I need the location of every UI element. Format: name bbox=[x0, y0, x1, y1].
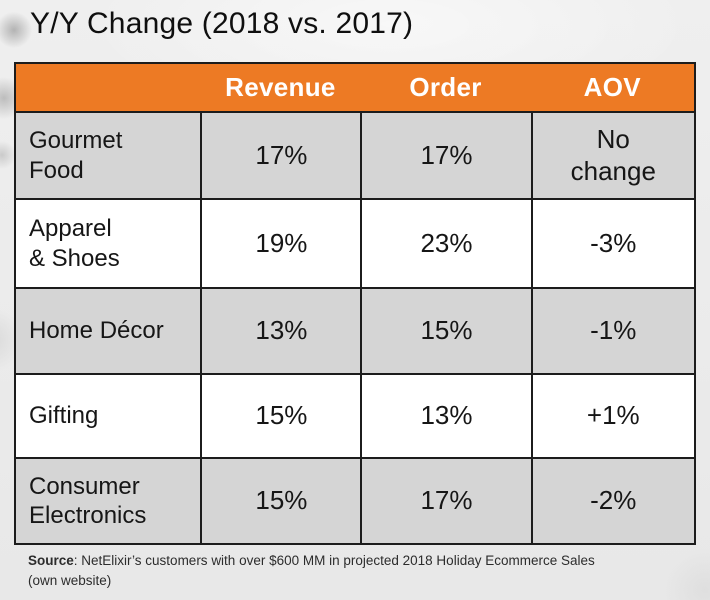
header-cell-order: Order bbox=[409, 72, 482, 102]
row-label: Consumer Electronics bbox=[29, 472, 147, 529]
row-label: Gifting bbox=[29, 402, 99, 430]
table-row-gifting: Gifting 15% 13% +1% bbox=[16, 375, 694, 459]
order-value: 15% bbox=[360, 289, 530, 373]
order-value: 17% bbox=[360, 113, 530, 198]
row-label: Gourmet Food bbox=[29, 127, 123, 184]
row-label: Home Décor bbox=[29, 317, 164, 345]
header-cell-aov: AOV bbox=[583, 72, 641, 102]
aov-value: +1% bbox=[530, 375, 694, 457]
aov-value: -3% bbox=[530, 200, 694, 287]
yy-change-table: Revenue Order AOV Gourmet Food 17% 17% N… bbox=[14, 62, 696, 545]
table-header-row: Revenue Order AOV bbox=[16, 64, 694, 113]
aov-value: -1% bbox=[530, 289, 694, 373]
table-row-consumer-electronics: Consumer Electronics 15% 17% -2% bbox=[16, 459, 694, 543]
order-value: 23% bbox=[360, 200, 530, 287]
header-cell-empty bbox=[16, 64, 200, 111]
order-value: 17% bbox=[360, 459, 530, 543]
revenue-value: 17% bbox=[200, 113, 360, 198]
table-row-gourmet-food: Gourmet Food 17% 17% No change bbox=[16, 113, 694, 200]
row-label: Apparel & Shoes bbox=[29, 215, 120, 272]
revenue-value: 19% bbox=[200, 200, 360, 287]
revenue-value: 15% bbox=[200, 375, 360, 457]
table-row-home-decor: Home Décor 13% 15% -1% bbox=[16, 289, 694, 375]
source-text: : NetElixir’s customers with over $600 M… bbox=[28, 553, 595, 589]
revenue-value: 15% bbox=[200, 459, 360, 543]
order-value: 13% bbox=[360, 375, 530, 457]
source-note: Source: NetElixir’s customers with over … bbox=[28, 551, 616, 592]
aov-value: -2% bbox=[530, 459, 694, 543]
table-row-apparel-shoes: Apparel & Shoes 19% 23% -3% bbox=[16, 200, 694, 289]
aov-value: No change bbox=[530, 113, 694, 198]
header-cell-revenue: Revenue bbox=[225, 72, 336, 102]
page-title: Y/Y Change (2018 vs. 2017) bbox=[30, 7, 414, 40]
revenue-value: 13% bbox=[200, 289, 360, 373]
source-label: Source bbox=[28, 553, 74, 568]
